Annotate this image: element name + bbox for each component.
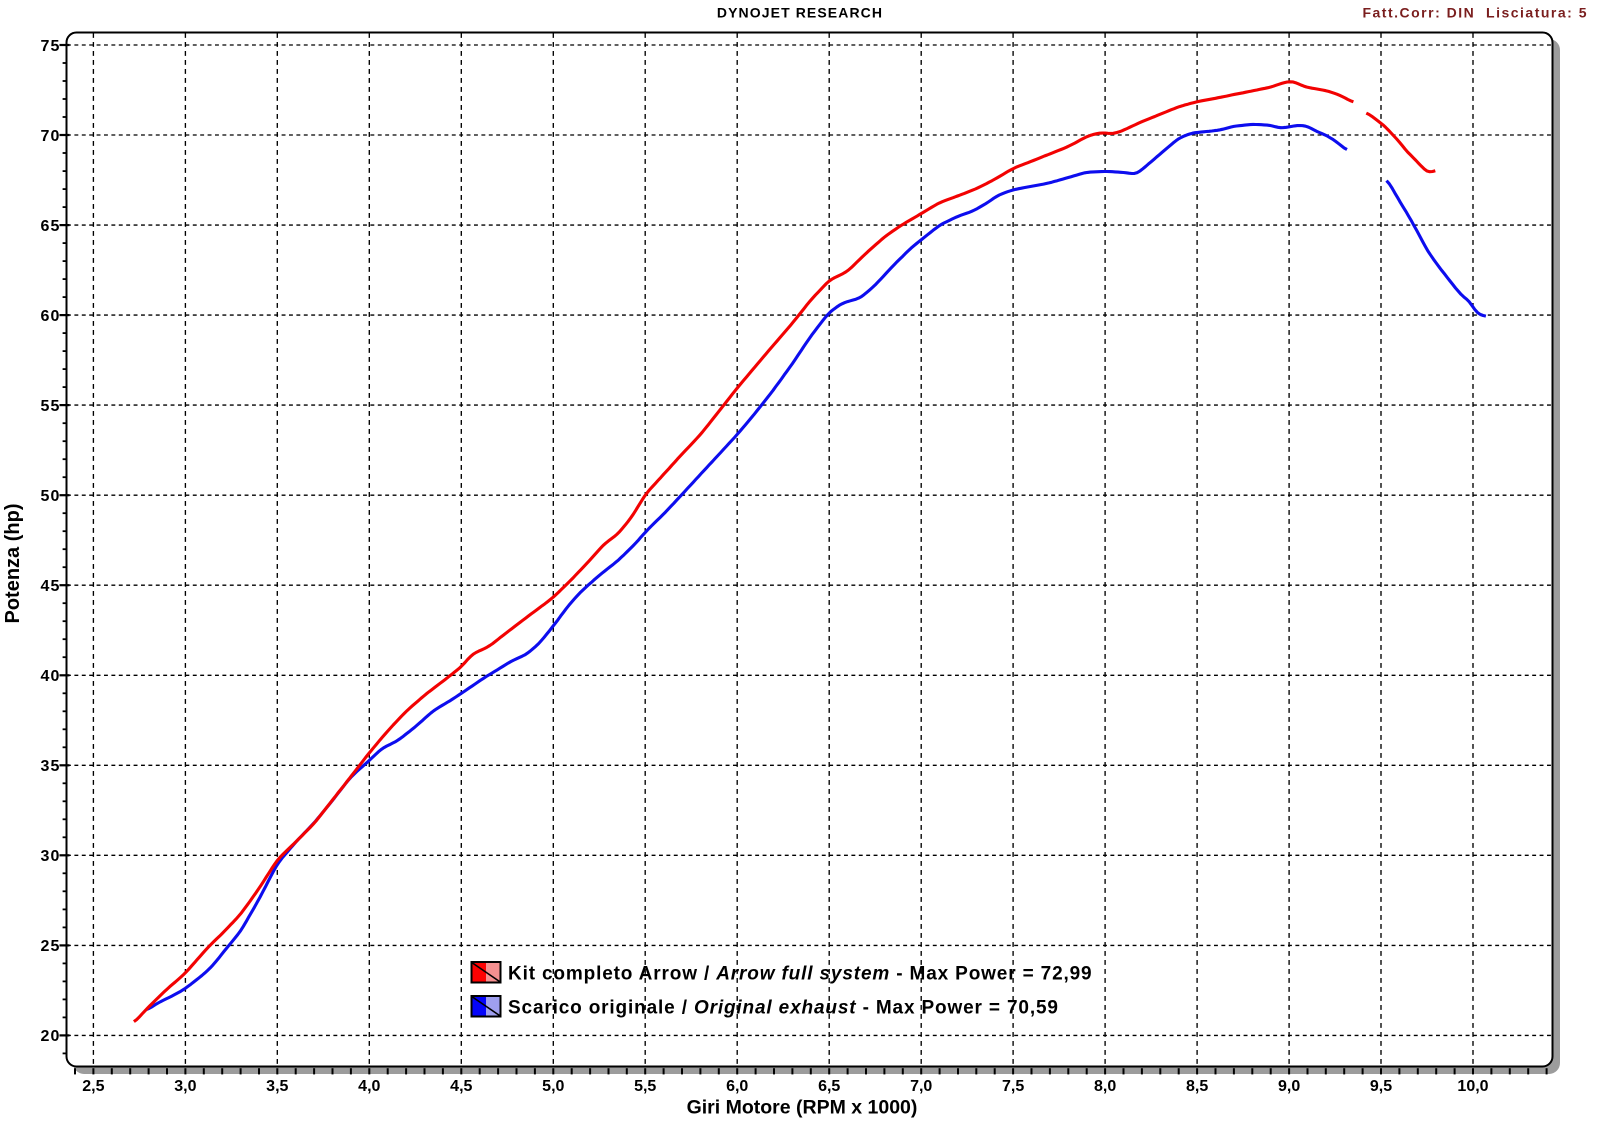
svg-text:2,5: 2,5 (82, 1078, 104, 1095)
svg-text:3,0: 3,0 (174, 1078, 196, 1095)
svg-text:DYNOJET RESEARCH: DYNOJET RESEARCH (717, 5, 883, 21)
svg-text:Kit completo Arrow / Arrow ful: Kit completo Arrow / Arrow full system -… (508, 964, 1092, 985)
svg-text:40: 40 (41, 668, 61, 685)
svg-text:7,0: 7,0 (910, 1078, 932, 1095)
svg-text:55: 55 (41, 398, 61, 415)
svg-text:Giri Motore (RPM x 1000): Giri Motore (RPM x 1000) (687, 1097, 918, 1119)
svg-text:65: 65 (41, 218, 61, 235)
svg-text:5,5: 5,5 (634, 1078, 656, 1095)
svg-text:35: 35 (41, 758, 61, 775)
svg-text:9,5: 9,5 (1370, 1078, 1392, 1095)
svg-text:3,5: 3,5 (266, 1078, 288, 1095)
svg-text:8,5: 8,5 (1186, 1078, 1208, 1095)
svg-text:50: 50 (41, 488, 61, 505)
svg-text:30: 30 (41, 848, 61, 865)
svg-text:75: 75 (41, 38, 61, 55)
svg-text:Fatt.Corr: DIN Lisciatura: 5: Fatt.Corr: DIN Lisciatura: 5 (1362, 5, 1588, 21)
svg-text:60: 60 (41, 308, 61, 325)
svg-text:9,0: 9,0 (1278, 1078, 1300, 1095)
svg-text:4,5: 4,5 (450, 1078, 472, 1095)
svg-text:4,0: 4,0 (358, 1078, 380, 1095)
svg-text:5,0: 5,0 (542, 1078, 564, 1095)
svg-text:25: 25 (41, 938, 61, 955)
svg-text:Scarico originale / Original e: Scarico originale / Original exhaust - M… (508, 998, 1059, 1019)
svg-text:Potenza (hp): Potenza (hp) (2, 504, 24, 624)
svg-text:70: 70 (41, 128, 61, 145)
svg-text:6,5: 6,5 (818, 1078, 840, 1095)
svg-text:6,0: 6,0 (726, 1078, 748, 1095)
svg-text:20: 20 (41, 1028, 61, 1045)
svg-text:10,0: 10,0 (1457, 1078, 1488, 1095)
svg-text:8,0: 8,0 (1094, 1078, 1116, 1095)
svg-text:7,5: 7,5 (1002, 1078, 1024, 1095)
svg-text:45: 45 (41, 578, 61, 595)
